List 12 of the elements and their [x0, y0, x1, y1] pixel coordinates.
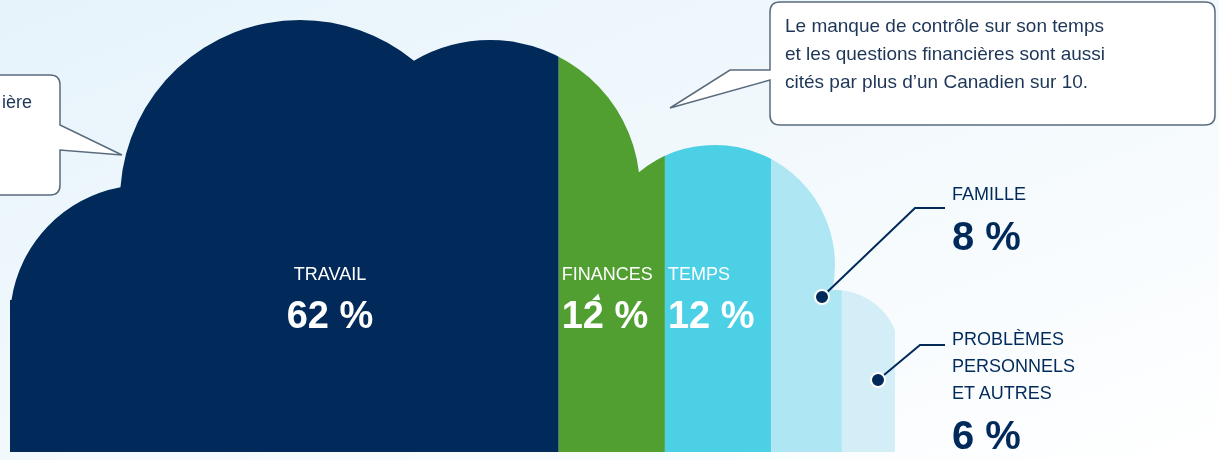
category-label: FINANCES: [561, 264, 653, 284]
text: Le manque de contrôle sur son temps et les questions financières sont aussi cités par plus d’un Canadien sur 10.: [785, 15, 1106, 92]
category-label: TRAVAIL: [293, 264, 367, 284]
text: ière: [2, 92, 33, 112]
category-label: FAMILLE: [952, 184, 1027, 204]
data-label: 12 %: [667, 294, 755, 336]
category-label: PROBLÈMES PERSONNELS ET AUTRES: [952, 329, 1076, 403]
data-label: 62 %: [286, 294, 374, 336]
data-label: 8 %: [952, 214, 1021, 258]
data-label: 6 %: [952, 413, 1021, 457]
data-label: 12 %: [561, 294, 649, 336]
category-label: TEMPS: [667, 264, 730, 284]
